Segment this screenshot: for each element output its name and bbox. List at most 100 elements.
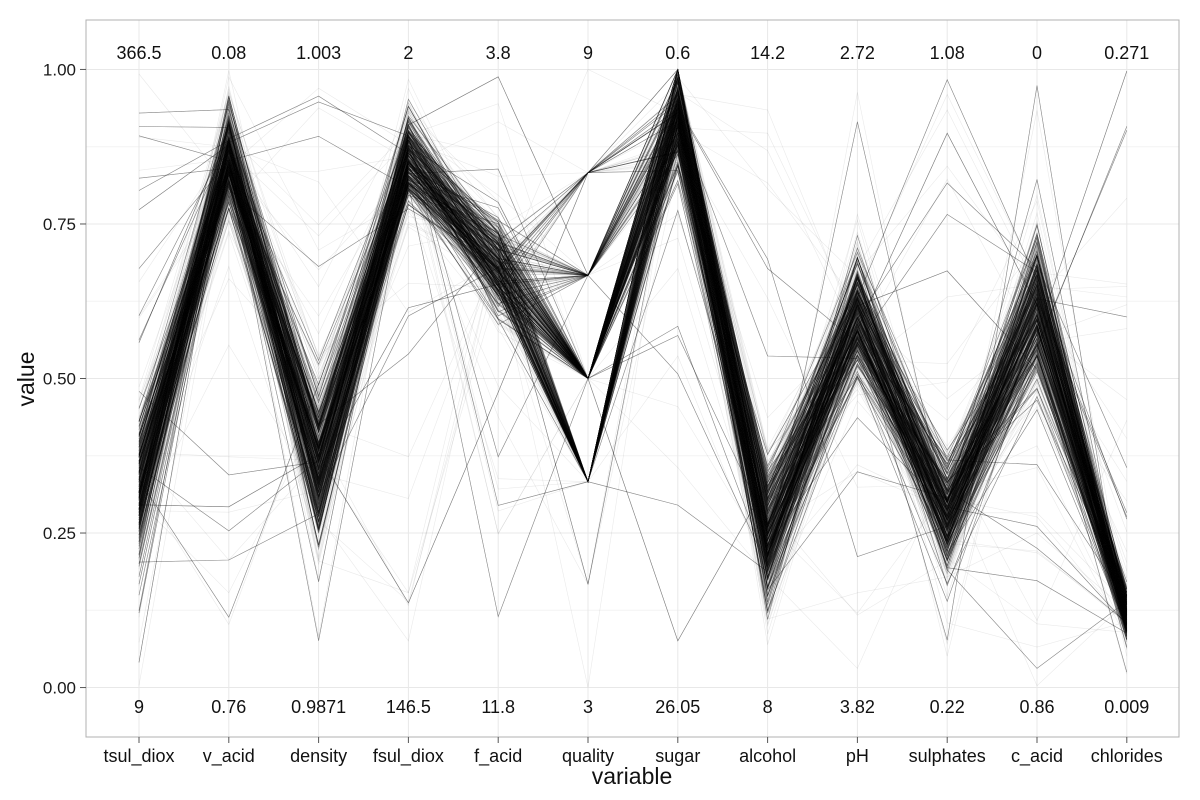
data-line bbox=[138, 117, 1128, 603]
data-line bbox=[138, 137, 1128, 629]
data-line bbox=[138, 122, 1128, 630]
data-line bbox=[138, 161, 1128, 615]
data-line bbox=[138, 72, 1128, 608]
data-line bbox=[138, 92, 1128, 593]
data-line bbox=[138, 125, 1128, 607]
data-line bbox=[138, 116, 1128, 637]
data-line bbox=[138, 135, 1128, 636]
data-line bbox=[138, 71, 1128, 555]
data-line bbox=[138, 123, 1128, 624]
data-line bbox=[138, 139, 1128, 609]
data-line bbox=[138, 116, 1128, 605]
data-line bbox=[138, 90, 1128, 598]
data-line bbox=[138, 146, 1128, 597]
data-line bbox=[138, 148, 1128, 602]
data-line bbox=[138, 105, 1128, 615]
data-line bbox=[138, 146, 1128, 628]
data-line bbox=[138, 121, 1128, 548]
data-line bbox=[138, 146, 1128, 628]
data-line bbox=[138, 69, 1128, 648]
data-line bbox=[138, 83, 1128, 610]
data-line bbox=[138, 103, 1128, 601]
data-line bbox=[138, 114, 1128, 604]
data-line bbox=[138, 109, 1128, 601]
data-line bbox=[138, 164, 1128, 620]
data-line bbox=[138, 76, 1128, 632]
data-line bbox=[138, 120, 1128, 610]
data-line bbox=[138, 140, 1128, 597]
data-line bbox=[138, 76, 1128, 611]
data-line bbox=[138, 120, 1128, 610]
data-line bbox=[138, 120, 1128, 632]
data-line bbox=[138, 116, 1128, 626]
data-line bbox=[138, 80, 1128, 610]
data-line bbox=[138, 125, 1128, 607]
data-line bbox=[138, 101, 1128, 630]
data-line bbox=[138, 119, 1128, 602]
data-line bbox=[138, 79, 1128, 583]
data-line bbox=[138, 84, 1128, 624]
data-line bbox=[138, 119, 1128, 619]
data-line bbox=[138, 99, 1128, 631]
data-line bbox=[138, 76, 1128, 632]
data-line bbox=[138, 108, 1128, 609]
data-line bbox=[138, 108, 1128, 626]
data-line bbox=[138, 69, 1128, 588]
data-line bbox=[138, 107, 1128, 618]
data-line bbox=[138, 147, 1127, 611]
data-line bbox=[138, 99, 1128, 623]
data-line bbox=[138, 108, 1128, 626]
data-line bbox=[138, 84, 1128, 604]
data-line bbox=[138, 144, 1128, 613]
data-line bbox=[138, 153, 1128, 617]
data-line bbox=[138, 111, 1128, 646]
data-line bbox=[138, 123, 1128, 612]
data-line bbox=[138, 161, 1128, 615]
data-line bbox=[138, 98, 1128, 615]
data-line bbox=[138, 93, 1128, 614]
data-line bbox=[138, 98, 1128, 641]
data-line bbox=[138, 108, 1128, 595]
data-line bbox=[138, 69, 1128, 623]
data-line bbox=[138, 77, 1128, 612]
data-line bbox=[138, 128, 1128, 613]
data-line bbox=[138, 145, 1128, 630]
data-line bbox=[138, 115, 1128, 603]
data-line bbox=[138, 151, 1128, 630]
data-line bbox=[138, 88, 1128, 619]
data-line bbox=[138, 110, 1128, 612]
data-line bbox=[138, 96, 1128, 606]
data-line bbox=[138, 106, 1128, 608]
data-line bbox=[138, 69, 1128, 596]
data-line bbox=[138, 109, 1128, 631]
data-line bbox=[138, 110, 1128, 624]
data-line bbox=[138, 124, 1128, 620]
data-line bbox=[138, 100, 1128, 595]
x-tick-label-density: density bbox=[290, 746, 347, 766]
data-line bbox=[138, 90, 1128, 601]
data-line bbox=[138, 79, 1128, 583]
top-range-label-f_acid: 3.8 bbox=[486, 43, 511, 63]
data-line bbox=[138, 113, 1128, 648]
data-line bbox=[138, 110, 1128, 624]
data-line bbox=[138, 136, 1128, 623]
data-line bbox=[138, 115, 1128, 606]
data-line bbox=[138, 143, 1128, 633]
data-line bbox=[138, 103, 1128, 629]
data-line bbox=[138, 77, 1128, 626]
data-line bbox=[138, 69, 1128, 614]
data-line bbox=[138, 136, 1128, 594]
data-line bbox=[138, 100, 1128, 637]
data-line bbox=[138, 113, 1128, 648]
data-line bbox=[138, 144, 1128, 596]
data-line bbox=[138, 95, 1128, 604]
data-line bbox=[138, 83, 1128, 597]
data-line bbox=[138, 117, 1128, 636]
data-line bbox=[138, 93, 1128, 617]
data-line bbox=[138, 89, 1128, 593]
data-line bbox=[138, 146, 1128, 629]
data-line bbox=[138, 128, 1128, 612]
data-line bbox=[138, 146, 1128, 628]
data-line bbox=[138, 140, 1128, 620]
data-line bbox=[138, 88, 1128, 631]
